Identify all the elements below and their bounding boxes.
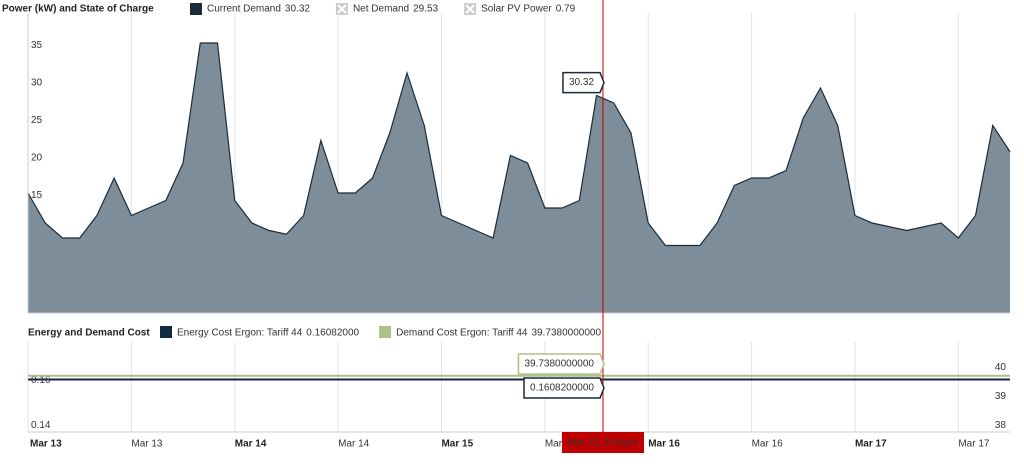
cursor-label: Mar 15, 6:45pm (568, 438, 638, 449)
x-tick-label: Mar 13 (30, 439, 62, 450)
legend-label: Energy Cost Ergon: Tariff 44 (177, 328, 303, 339)
x-tick-label: Mar 17 (855, 439, 887, 450)
tooltip: 39.7380000000 (517, 353, 605, 375)
x-tick-label: Mar 15 (545, 439, 577, 450)
legend-label: Solar PV Power (481, 4, 552, 15)
tooltip-text: 39.7380000000 (524, 359, 594, 370)
tooltip-text: 30.32 (569, 77, 594, 88)
legend-swatch (190, 3, 202, 15)
y2-tick-label: 40 (995, 362, 1007, 373)
y-tick-label: 0.14 (31, 420, 51, 431)
legend-label: Demand Cost Ergon: Tariff 44 (396, 328, 528, 339)
tooltip: 30.32 (562, 71, 605, 94)
x-tick-label: Mar 13 (131, 439, 163, 450)
legend-swatch (379, 326, 392, 338)
x-tick-label: Mar 15 (441, 439, 473, 450)
chart-title: Power (kW) and State of Charge (2, 4, 154, 15)
legend-label: Current Demand (207, 4, 281, 15)
y-tick-label: 25 (31, 115, 43, 126)
y-tick-label: 15 (31, 190, 43, 201)
y-tick-label: 20 (31, 153, 43, 164)
x-tick-label: Mar 17 (958, 439, 990, 450)
legend-value: 29.53 (413, 4, 438, 15)
legend-x (465, 4, 475, 14)
legend-value: 39.7380000000 (531, 328, 601, 339)
tooltip: 0.1608200000 (523, 377, 605, 399)
tooltip-box (562, 71, 605, 94)
y-tick-label: 35 (31, 40, 43, 51)
y2-tick-label: 39 (995, 391, 1007, 402)
y2-tick-label: 38 (995, 420, 1007, 431)
legend-x (337, 4, 347, 14)
legend-value: 30.32 (285, 4, 310, 15)
tooltip-box (523, 377, 605, 399)
tooltip-box (517, 353, 605, 375)
x-tick-label: Mar 16 (648, 439, 680, 450)
legend-value: 0.16082000 (306, 328, 359, 339)
cursor-label-box (561, 432, 645, 453)
x-tick-label: Mar 14 (338, 439, 370, 450)
area-line (27, 42, 1011, 247)
chart-title: Energy and Demand Cost (28, 328, 150, 339)
y-tick-label: 30 (31, 78, 43, 89)
legend-value: 0.79 (556, 4, 576, 15)
area (28, 43, 1010, 313)
x-tick-label: Mar 14 (235, 439, 267, 450)
legend-label: Net Demand (353, 4, 409, 15)
tooltip-text: 0.1608200000 (530, 383, 594, 394)
legend-swatch (160, 326, 172, 338)
x-tick-label: Mar 16 (752, 439, 784, 450)
